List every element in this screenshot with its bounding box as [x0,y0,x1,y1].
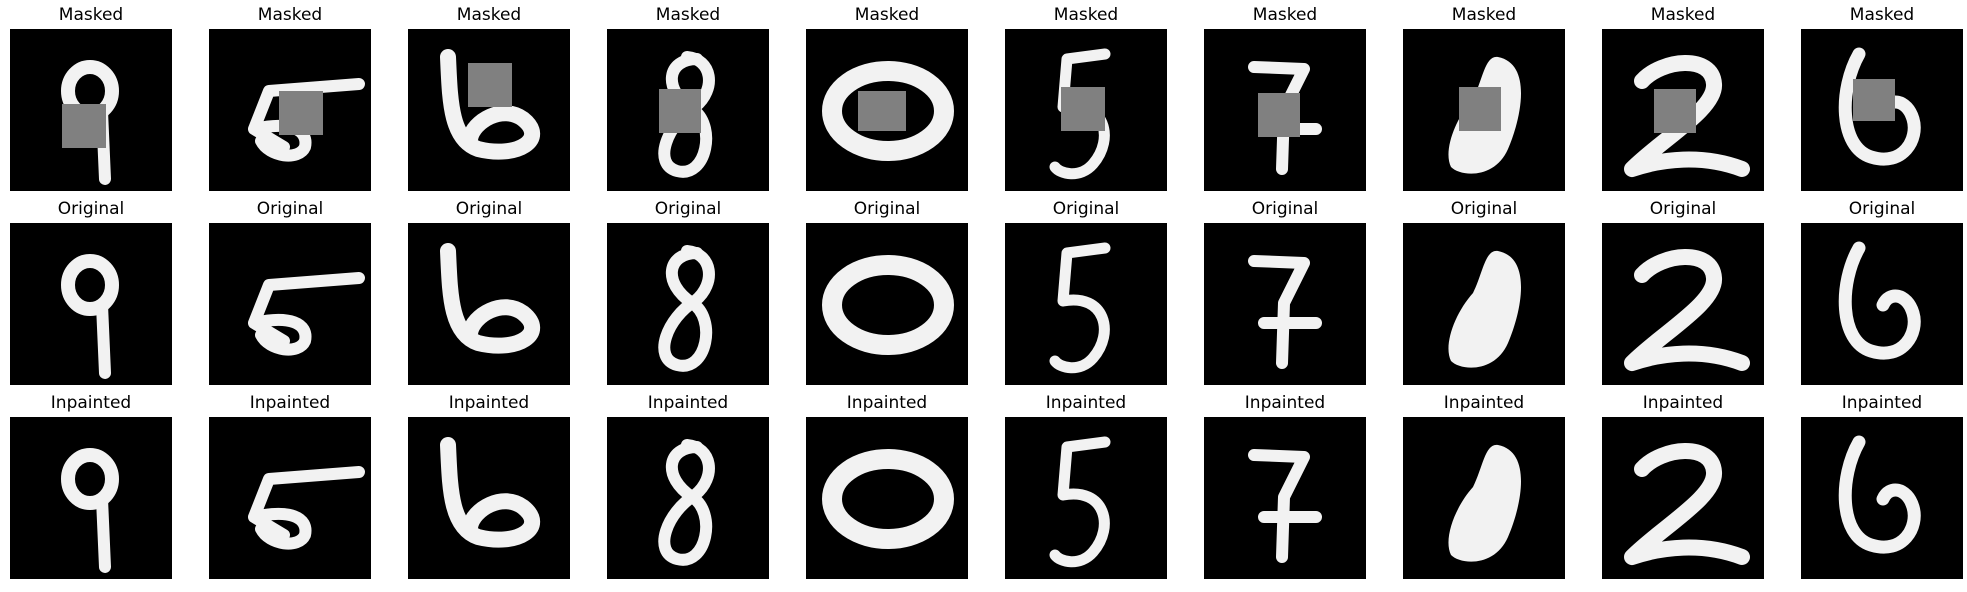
digit-image [1801,417,1963,579]
digit-image [408,417,570,579]
digit-image [408,29,570,191]
digit-image [408,223,570,385]
panel-title: Masked [1053,5,1119,25]
panel-title: Masked [257,5,323,25]
digit-image [10,223,172,385]
digit-image [806,223,968,385]
digit-image [10,29,172,191]
digit-image [1403,29,1565,191]
digit-image [1005,223,1167,385]
panel-title: Original [1052,199,1120,219]
digit-image [1602,223,1764,385]
digit-image [806,417,968,579]
digit-image [209,29,371,191]
digit-image [1204,29,1366,191]
mask-patch [279,91,323,135]
panel-title: Original [1450,199,1518,219]
panel-title: Masked [1650,5,1716,25]
digit-image [10,417,172,579]
digit-image [1204,223,1366,385]
panel-title: Inpainted [448,393,530,413]
panel-title: Inpainted [249,393,331,413]
panel-title: Inpainted [846,393,928,413]
panel-title: Inpainted [1841,393,1923,413]
mask-patch [1061,87,1105,131]
digit-image [1403,417,1565,579]
panel-title: Original [1251,199,1319,219]
mask-patch [468,63,512,107]
panel-title: Original [654,199,722,219]
digit-image [1403,223,1565,385]
mask-patch [1654,89,1696,133]
panel-title: Original [1848,199,1916,219]
digit-image [209,223,371,385]
mask-patch [1459,87,1501,131]
mask-patch [1853,79,1895,121]
panel-title: Original [1649,199,1717,219]
digit-image [1801,223,1963,385]
mask-patch [1258,93,1300,137]
panel-title: Masked [456,5,522,25]
digit-image [607,29,769,191]
mask-patch [659,89,701,133]
panel-title: Masked [1451,5,1517,25]
digit-image [806,29,968,191]
digit-image [1602,29,1764,191]
digit-image [209,417,371,579]
digit-image [1204,417,1366,579]
panel-title: Inpainted [647,393,729,413]
digit-image [1005,417,1167,579]
panel-title: Inpainted [1244,393,1326,413]
digit-image [1801,29,1963,191]
panel-title: Original [256,199,324,219]
panel-title: Masked [655,5,721,25]
panel-title: Original [57,199,125,219]
panel-title: Masked [1252,5,1318,25]
panel-title: Masked [1849,5,1915,25]
panel-title: Masked [854,5,920,25]
mask-patch [62,104,106,148]
panel-title: Masked [58,5,124,25]
digit-image [607,417,769,579]
digit-image [1602,417,1764,579]
panel-title: Inpainted [50,393,132,413]
panel-title: Inpainted [1642,393,1724,413]
panel-title: Original [853,199,921,219]
panel-title: Inpainted [1045,393,1127,413]
panel-title: Inpainted [1443,393,1525,413]
mask-patch [858,91,906,131]
digit-image [607,223,769,385]
digit-image [1005,29,1167,191]
panel-title: Original [455,199,523,219]
